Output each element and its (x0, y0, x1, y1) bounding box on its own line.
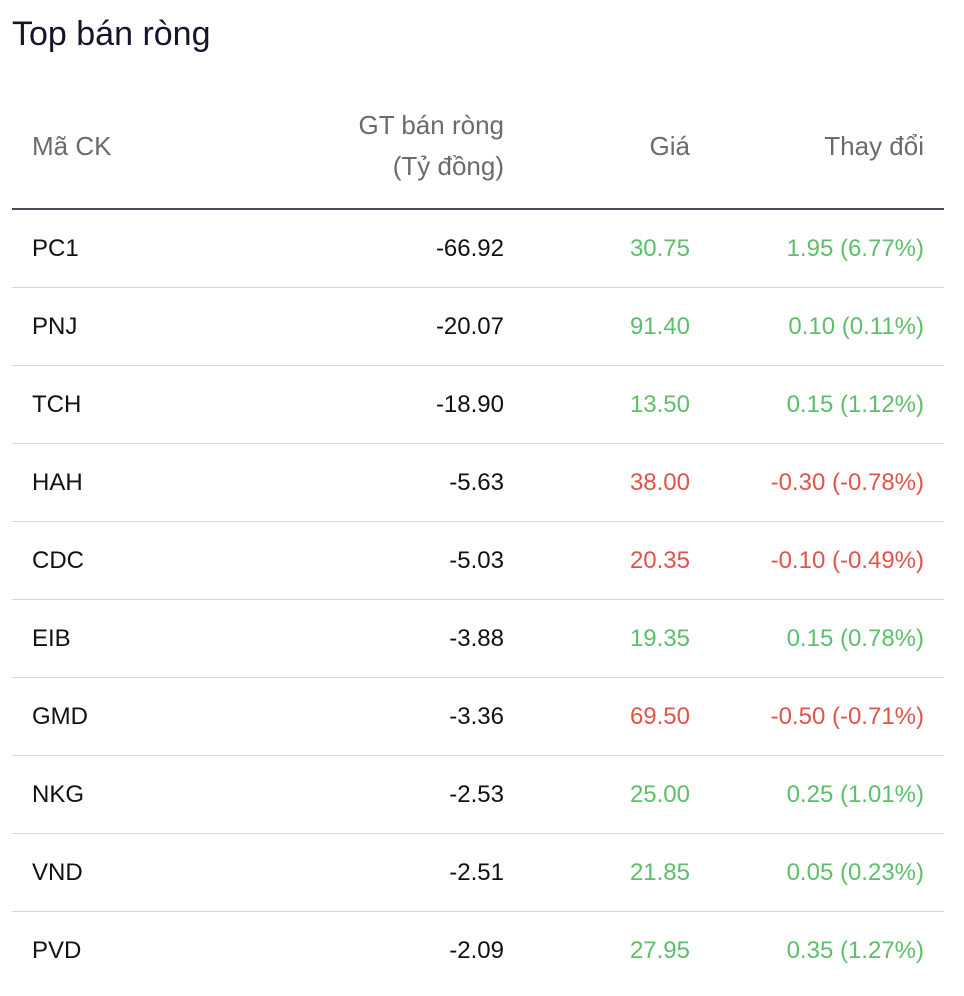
net-sell-value: -2.09 (449, 937, 504, 964)
stock-code[interactable]: VND (32, 859, 83, 886)
table-row[interactable]: CDC -5.03 20.35 -0.10 (-0.49%) (12, 522, 944, 600)
column-header-net-sell-value-line1: GT bán ròng (358, 110, 504, 140)
net-sell-value: -5.63 (449, 469, 504, 496)
price: 27.95 (629, 937, 690, 964)
table-row[interactable]: TCH -18.90 13.50 0.15 (1.12%) (12, 366, 944, 444)
net-sell-value: -3.36 (449, 703, 504, 730)
price: 91.40 (629, 313, 690, 340)
table-row[interactable]: NKG -2.53 25.00 0.25 (1.01%) (12, 756, 944, 834)
table-body: PC1 -66.92 30.75 1.95 (6.77%) PNJ -20.07… (12, 210, 944, 989)
price: 69.50 (629, 703, 690, 730)
table-row[interactable]: HAH -5.63 38.00 -0.30 (-0.78%) (12, 444, 944, 522)
price: 21.85 (629, 859, 690, 886)
price: 25.00 (629, 781, 690, 808)
price: 19.35 (629, 625, 690, 652)
stock-code[interactable]: NKG (32, 781, 85, 808)
stock-code[interactable]: GMD (32, 703, 88, 730)
table-row[interactable]: EIB -3.88 19.35 0.15 (0.78%) (12, 600, 944, 678)
net-sell-value: -20.07 (435, 313, 504, 340)
column-header-price[interactable]: Giá (649, 131, 690, 161)
price: 13.50 (629, 391, 690, 418)
net-sell-value: -2.53 (449, 781, 504, 808)
stock-code[interactable]: PNJ (32, 313, 78, 340)
change: 0.10 (0.11%) (788, 313, 924, 340)
change: 0.15 (0.78%) (786, 625, 924, 652)
net-sell-value: -2.51 (449, 859, 504, 886)
stock-code[interactable]: HAH (32, 469, 83, 496)
change: 0.15 (1.12%) (786, 391, 924, 418)
price: 38.00 (629, 469, 690, 496)
column-header-net-sell-value[interactable]: GT bán ròng (Tỷ đồng) (358, 105, 504, 187)
net-sell-value: -66.92 (435, 235, 504, 262)
column-header-code[interactable]: Mã CK (32, 131, 112, 161)
table-row[interactable]: PVD -2.09 27.95 0.35 (1.27%) (12, 912, 944, 989)
page-title: Top bán ròng (12, 15, 211, 53)
change: 0.35 (1.27%) (786, 937, 924, 964)
stock-code[interactable]: PVD (32, 937, 82, 964)
change: 0.05 (0.23%) (786, 859, 924, 886)
net-sell-table: Mã CK GT bán ròng (Tỷ đồng) Giá Thay đổi… (12, 100, 944, 989)
stock-code[interactable]: TCH (32, 391, 82, 418)
price: 30.75 (629, 235, 690, 262)
net-sell-value: -18.90 (435, 391, 504, 418)
change: 0.25 (1.01%) (786, 781, 924, 808)
net-sell-value: -5.03 (449, 547, 504, 574)
price: 20.35 (629, 547, 690, 574)
column-header-change[interactable]: Thay đổi (824, 131, 924, 161)
table-row[interactable]: PNJ -20.07 91.40 0.10 (0.11%) (12, 288, 944, 366)
change: 1.95 (6.77%) (786, 235, 924, 262)
change: -0.30 (-0.78%) (770, 469, 924, 496)
stock-code[interactable]: PC1 (32, 235, 79, 262)
table-row[interactable]: PC1 -66.92 30.75 1.95 (6.77%) (12, 210, 944, 288)
column-header-net-sell-value-line2: (Tỷ đồng) (392, 151, 504, 181)
change: -0.50 (-0.71%) (770, 703, 924, 730)
change: -0.10 (-0.49%) (770, 547, 924, 574)
table-header: Mã CK GT bán ròng (Tỷ đồng) Giá Thay đổi (12, 100, 944, 210)
stock-code[interactable]: CDC (32, 547, 84, 574)
table-row[interactable]: VND -2.51 21.85 0.05 (0.23%) (12, 834, 944, 912)
table-row[interactable]: GMD -3.36 69.50 -0.50 (-0.71%) (12, 678, 944, 756)
net-sell-value: -3.88 (449, 625, 504, 652)
stock-code[interactable]: EIB (32, 625, 71, 652)
